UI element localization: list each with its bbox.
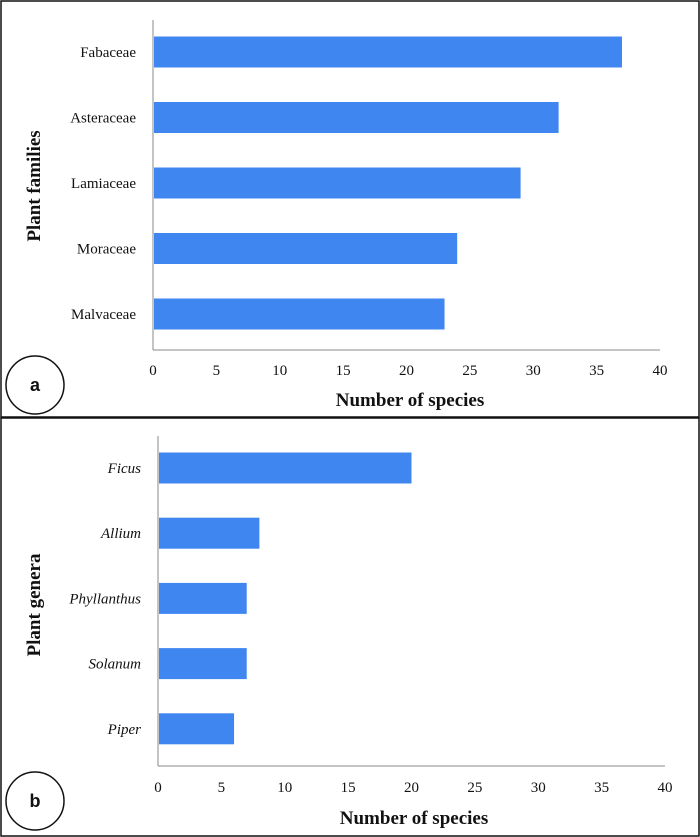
panel-b-badge xyxy=(5,771,65,831)
panel-a-x-tick-label: 35 xyxy=(589,363,604,379)
panel-b-x-tick-label: 5 xyxy=(218,780,226,796)
panel-b-x-tick-label: 35 xyxy=(594,780,609,796)
panel-b-category-label: Phyllanthus xyxy=(68,591,141,607)
panel-a-badge xyxy=(5,355,65,415)
panel-a-xlabel: Number of species xyxy=(336,390,484,411)
panel-a: 0 5 10 15 20 25 30 35 40 Fabaceae Asteraceae Lamiac… xyxy=(0,0,700,418)
panel-b-category-label: Piper xyxy=(107,722,141,738)
panel-a-x-tick-label: 5 xyxy=(213,363,221,379)
panel-a-x-tick-label: 30 xyxy=(526,363,541,379)
panel-b-bar-solanum xyxy=(159,648,247,680)
panel-b-bar-allium xyxy=(159,517,260,549)
panel-a-badge-label: a xyxy=(30,375,41,395)
panel-b-bar-phyllanthus xyxy=(159,582,247,614)
panel-b-ylabel: Plant genera xyxy=(24,553,45,656)
panel-b-bar-piper xyxy=(159,713,235,745)
panel-a-category-label: Asteraceae xyxy=(70,111,136,127)
panel-a-x-tick-label: 0 xyxy=(149,363,157,379)
panel-b-x-tick-label: 10 xyxy=(277,780,292,796)
panel-b-xlabel: Number of species xyxy=(340,808,488,829)
panel-a-bar-moraceae xyxy=(154,233,458,264)
panel-a-category-label: Moraceae xyxy=(77,242,136,258)
panel-b-x-tick-label: 40 xyxy=(658,780,673,796)
panel-a-category-label: Fabaceae xyxy=(80,45,136,61)
panel-b-category-label: Ficus xyxy=(107,461,141,477)
panel-a-x-tick-label: 20 xyxy=(399,363,414,379)
panel-a-bar-fabaceae xyxy=(154,36,622,68)
panel-b-x-tick-label: 20 xyxy=(404,780,419,796)
panel-b: 0 5 10 15 20 25 30 35 40 Ficus Allium Phyllanthus So… xyxy=(0,417,700,837)
panel-b-x-tick-label: 30 xyxy=(531,780,546,796)
panel-a-bar-malvaceae xyxy=(154,298,445,330)
panel-a-x-tick-label: 40 xyxy=(653,363,668,379)
panel-b-border xyxy=(0,417,700,837)
panel-b-category-label: Allium xyxy=(100,526,141,542)
panel-a-ylabel: Plant families xyxy=(24,130,45,241)
panel-a-border xyxy=(0,0,700,418)
panel-b-x-tick-label: 0 xyxy=(154,780,162,796)
panel-a-category-label: Lamiaceae xyxy=(71,176,136,192)
panel-b-badge-label: b xyxy=(30,791,41,811)
panel-b-x-tick-label: 15 xyxy=(341,780,356,796)
panel-a-x-tick-label: 10 xyxy=(272,363,287,379)
panel-a-bar-lamiaceae xyxy=(154,167,521,199)
panel-b-x-tick-label: 25 xyxy=(467,780,482,796)
panel-a-bar-asteraceae xyxy=(154,102,559,133)
panel-a-category-label: Malvaceae xyxy=(71,307,136,323)
panel-a-x-tick-label: 15 xyxy=(336,363,351,379)
panel-b-bar-ficus xyxy=(159,452,412,484)
panel-a-x-tick-label: 25 xyxy=(462,363,477,379)
panel-b-category-label: Solanum xyxy=(89,657,142,673)
